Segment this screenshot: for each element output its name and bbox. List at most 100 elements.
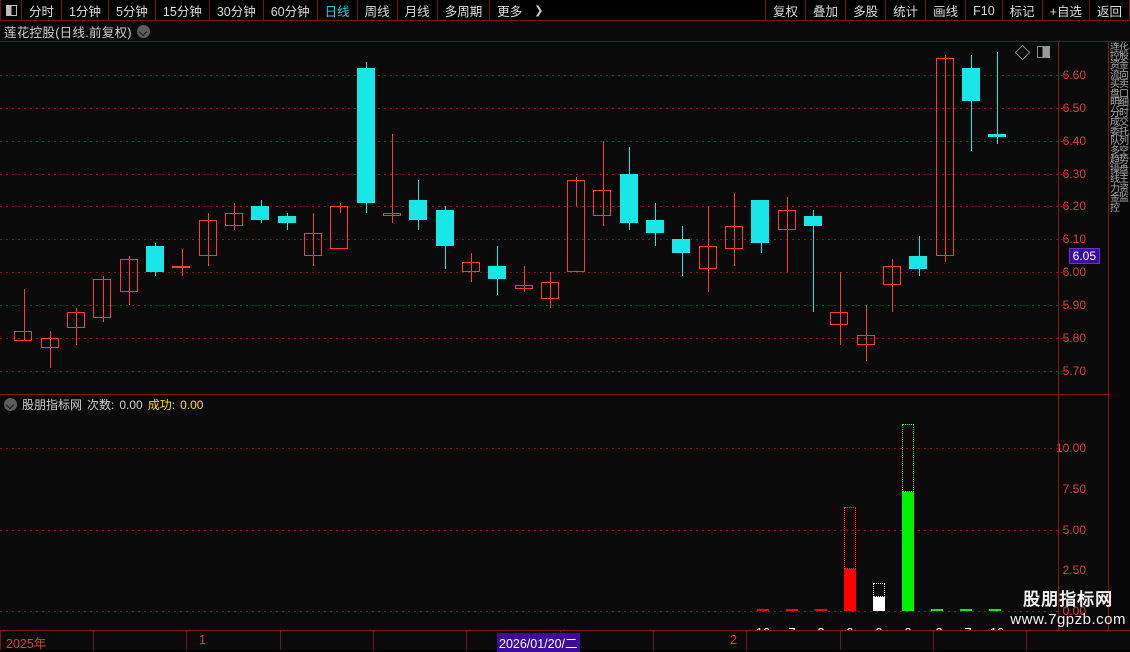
action-duogu[interactable]: 多股 xyxy=(846,0,887,21)
chevron-down-circle-icon[interactable] xyxy=(136,24,150,38)
period-30min[interactable]: 30分钟 xyxy=(210,0,264,21)
candle-body xyxy=(199,219,217,256)
date-axis-separator xyxy=(466,631,467,650)
period-weekly[interactable]: 周线 xyxy=(358,0,398,21)
candle-body xyxy=(909,255,927,269)
candle-body xyxy=(251,206,269,220)
price-axis-tick: 6.10 xyxy=(1062,232,1086,247)
indicator-count-value: 0.00 xyxy=(119,397,143,412)
diamond-icon[interactable] xyxy=(1014,44,1031,60)
candle-wick xyxy=(313,213,314,266)
indicator-bar xyxy=(757,609,769,612)
date-axis[interactable]: 2025年 1 2026/01/20/二 2 xyxy=(0,630,1130,652)
candle-wick xyxy=(919,236,920,276)
candle-body xyxy=(172,265,190,268)
price-gridline xyxy=(0,107,1058,109)
price-axis-dash xyxy=(1061,107,1068,109)
period-1min[interactable]: 1分钟 xyxy=(62,0,109,21)
top-toolbar: 分时 1分钟 5分钟 15分钟 30分钟 60分钟 日线 周线 月线 多周期 更… xyxy=(0,0,1130,21)
candle-wick xyxy=(576,176,577,207)
indicator-bar-projection xyxy=(902,424,914,493)
price-axis-tick: 6.40 xyxy=(1062,133,1086,148)
candle-body xyxy=(620,173,638,223)
action-biaoji[interactable]: 标记 xyxy=(1003,0,1043,21)
candle-wick xyxy=(866,305,867,362)
candle-body xyxy=(67,311,85,329)
action-return[interactable]: 返回 xyxy=(1090,0,1130,21)
indicator-x-label: -10 xyxy=(986,625,1005,630)
price-axis-tick: 6.20 xyxy=(1062,199,1086,214)
price-axis[interactable]: 6.60 6.50 6.40 6.30 6.20 6.10 6.00 5.90 5.80 5.70 xyxy=(1058,42,1130,394)
price-axis-dash xyxy=(1061,140,1068,142)
indicator-bar-projection xyxy=(844,506,856,569)
candle-body xyxy=(646,219,664,233)
price-axis-dash xyxy=(1061,338,1068,340)
action-diejia[interactable]: 叠加 xyxy=(806,0,847,21)
price-gridline xyxy=(0,370,1058,372)
period-fenshi[interactable]: 分时 xyxy=(22,0,63,21)
indicator-axis[interactable]: 10.00 7.50 5.00 2.50 0.00 xyxy=(1056,395,1130,630)
last-price-badge: 6.05 xyxy=(1068,247,1100,264)
candle-body xyxy=(672,239,690,253)
indicator-gridline xyxy=(0,529,1058,531)
candle-body xyxy=(988,134,1006,138)
price-gridline xyxy=(0,206,1058,208)
panel-icon-button[interactable] xyxy=(0,0,22,21)
candle-body xyxy=(936,58,954,256)
chevron-right-icon[interactable]: ❯ xyxy=(534,5,544,17)
indicator-x-label: 0 xyxy=(904,625,911,630)
period-15min[interactable]: 15分钟 xyxy=(156,0,210,21)
price-axis-tick: 5.90 xyxy=(1062,298,1086,313)
indicator-bar xyxy=(989,609,1001,612)
price-axis-tick: 5.70 xyxy=(1062,363,1086,378)
chevron-down-circle-icon[interactable] xyxy=(4,398,17,411)
indicator-plot[interactable]: 10 7 3 0 0 0 -3 -7 -10 xyxy=(0,414,1058,630)
indicator-x-label: 7 xyxy=(788,625,795,630)
indicator-x-label: 3 xyxy=(817,625,824,630)
candlestick-plot[interactable] xyxy=(0,42,1058,394)
action-tongji[interactable]: 统计 xyxy=(886,0,927,21)
candle-body xyxy=(515,285,533,289)
indicator-x-label: 10 xyxy=(756,625,770,630)
action-fuquan[interactable]: 复权 xyxy=(765,0,807,21)
stock-title: 莲花控股(日线.前复权) xyxy=(4,25,132,40)
period-multi[interactable]: 多周期 xyxy=(438,0,491,21)
right-side-rail[interactable]: 莲花控股资金流向买卖盘口明细分时成交委托队列多空趋势操盘线主力资金监控 xyxy=(1108,42,1130,630)
candle-body xyxy=(41,338,59,348)
period-60min[interactable]: 60分钟 xyxy=(264,0,318,21)
candle-wick xyxy=(550,272,551,309)
candle-wick xyxy=(340,203,341,214)
price-gridline xyxy=(0,173,1058,175)
date-axis-label: 2 xyxy=(730,633,737,647)
candle-body xyxy=(699,245,717,269)
period-more[interactable]: 更多 xyxy=(497,5,523,19)
date-axis-label: 1 xyxy=(199,633,206,647)
date-axis-separator xyxy=(653,631,654,650)
candle-body xyxy=(830,311,848,325)
price-axis-dash xyxy=(1061,272,1068,274)
candle-wick xyxy=(103,275,104,322)
date-axis-label: 2025年 xyxy=(6,637,47,651)
indicator-bar xyxy=(873,597,885,611)
period-daily[interactable]: 日线 xyxy=(318,0,358,21)
date-axis-separator xyxy=(1026,631,1027,650)
candle-body xyxy=(436,209,454,246)
watermark: 股朋指标网 www.7gpzb.com xyxy=(1010,585,1126,628)
period-monthly[interactable]: 月线 xyxy=(398,0,438,21)
candle-wick xyxy=(734,193,735,266)
indicator-x-label: 0 xyxy=(846,625,853,630)
price-axis-dash xyxy=(1061,74,1068,76)
action-add-watchlist[interactable]: +自选 xyxy=(1043,0,1090,21)
candle-body xyxy=(146,245,164,273)
panel-toggle-icon[interactable] xyxy=(1037,46,1050,58)
action-f10[interactable]: F10 xyxy=(966,0,1003,21)
indicator-gridline xyxy=(0,448,1058,450)
price-axis-tick: 6.30 xyxy=(1062,166,1086,181)
action-huaxian[interactable]: 画线 xyxy=(926,0,967,21)
candle-body xyxy=(93,278,111,319)
date-axis-separator xyxy=(373,631,374,650)
watermark-name: 股朋指标网 xyxy=(1023,590,1114,609)
period-5min[interactable]: 5分钟 xyxy=(109,0,156,21)
candle-body xyxy=(804,216,822,227)
